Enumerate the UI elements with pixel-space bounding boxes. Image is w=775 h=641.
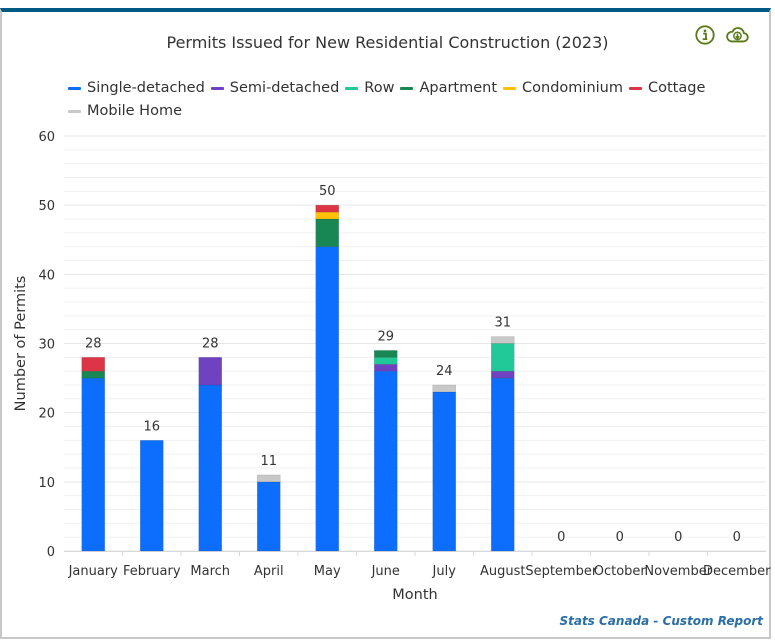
legend-label: Semi-detached bbox=[229, 80, 340, 96]
bar-total-label: 29 bbox=[377, 329, 394, 344]
x-tick-label: September bbox=[525, 564, 598, 579]
x-tick-label: July bbox=[432, 564, 457, 579]
bar-total-label: 0 bbox=[674, 530, 682, 545]
y-axis-title: Number of Permits bbox=[13, 276, 29, 412]
bar-total-label: 28 bbox=[85, 336, 102, 351]
bar-segment-single-detached bbox=[432, 391, 457, 552]
bar-segment-single-detached bbox=[373, 370, 398, 552]
cloud-download-icon[interactable] bbox=[724, 24, 750, 46]
legend-item-apartment[interactable]: Apartment bbox=[400, 78, 497, 99]
y-tick-label: 0 bbox=[47, 545, 55, 560]
bar-segment-single-detached bbox=[256, 481, 281, 552]
x-tick-label: December bbox=[703, 564, 771, 579]
y-tick-label: 60 bbox=[38, 130, 55, 145]
chart-legend: Single-detached Semi-detached Row Apartment… bbox=[68, 76, 728, 122]
legend-swatch bbox=[68, 87, 81, 90]
x-tick-label: November bbox=[644, 564, 712, 579]
legend-item-single-detached[interactable]: Single-detached bbox=[68, 78, 205, 99]
bar-segment-cottage bbox=[81, 357, 106, 372]
legend-label: Cottage bbox=[647, 80, 706, 96]
legend-item-semi-detached[interactable]: Semi-detached bbox=[210, 78, 340, 99]
bar-segment-semi-detached bbox=[373, 363, 398, 372]
y-tick-label: 50 bbox=[38, 199, 55, 214]
legend-label: Mobile Home bbox=[87, 103, 182, 119]
x-tick-label: June bbox=[371, 564, 400, 579]
x-tick-label: April bbox=[254, 564, 284, 579]
bar-segment-row bbox=[373, 357, 398, 365]
bar-segment-mobile-home bbox=[432, 384, 457, 393]
x-axis-title: Month bbox=[392, 587, 437, 603]
y-tick-label: 20 bbox=[38, 407, 55, 422]
legend-swatch bbox=[345, 87, 359, 90]
bar-segment-semi-detached bbox=[490, 370, 515, 379]
bar-segment-mobile-home bbox=[490, 336, 515, 344]
x-tick-label: February bbox=[123, 564, 181, 579]
bar-total-label: 50 bbox=[319, 184, 336, 199]
legend-swatch bbox=[210, 87, 224, 90]
bar-segment-row bbox=[490, 343, 515, 372]
legend-item-cottage[interactable]: Cottage bbox=[628, 78, 706, 99]
y-tick-label: 40 bbox=[38, 268, 55, 283]
legend-item-condominium[interactable]: Condominium bbox=[503, 78, 623, 99]
bar-segment-single-detached bbox=[139, 440, 164, 552]
bar-segment-semi-detached bbox=[198, 357, 223, 386]
bar-total-label: 0 bbox=[733, 530, 741, 545]
y-tick-label: 10 bbox=[38, 476, 55, 491]
legend-swatch bbox=[628, 87, 642, 90]
bar-segment-single-detached bbox=[315, 246, 340, 552]
legend-label: Row bbox=[364, 80, 395, 96]
bar-segment-apartment bbox=[81, 370, 106, 379]
bar-total-label: 16 bbox=[143, 419, 160, 434]
bar-total-label: 24 bbox=[436, 364, 453, 379]
bar-segment-cottage bbox=[315, 204, 340, 213]
legend-swatch bbox=[400, 87, 414, 90]
bar-total-label: 31 bbox=[494, 316, 511, 331]
x-tick-label: May bbox=[314, 564, 341, 579]
chart-title: Permits Issued for New Residential Const… bbox=[166, 33, 609, 52]
x-tick-label: October bbox=[594, 564, 647, 579]
bar-segment-single-detached bbox=[198, 384, 223, 552]
bar-total-label: 0 bbox=[557, 530, 565, 545]
y-tick-label: 30 bbox=[38, 338, 55, 353]
legend-swatch bbox=[68, 110, 81, 113]
bar-total-label: 0 bbox=[616, 530, 624, 545]
bar-segment-apartment bbox=[315, 218, 340, 247]
legend-label: Condominium bbox=[522, 80, 623, 96]
bar-total-label: 11 bbox=[260, 454, 277, 469]
legend-item-row[interactable]: Row bbox=[345, 78, 394, 99]
bar-segment-single-detached bbox=[81, 377, 106, 552]
x-tick-label: March bbox=[190, 564, 230, 579]
bar-segment-mobile-home bbox=[256, 474, 281, 483]
legend-label: Apartment bbox=[419, 80, 498, 96]
info-circle-icon[interactable] bbox=[694, 24, 716, 46]
x-tick-label: January bbox=[68, 564, 119, 579]
legend-swatch bbox=[503, 87, 517, 90]
legend-item-mobile-home[interactable]: Mobile Home bbox=[68, 101, 182, 122]
bar-segment-single-detached bbox=[490, 377, 515, 552]
bar-segment-condominium bbox=[315, 211, 340, 220]
x-tick-label: August bbox=[480, 564, 526, 579]
bar-total-label: 28 bbox=[202, 336, 219, 351]
legend-label: Single-detached bbox=[87, 80, 205, 96]
bar-segment-apartment bbox=[373, 350, 398, 358]
footer-credit[interactable]: Stats Canada - Custom Report bbox=[559, 614, 763, 628]
